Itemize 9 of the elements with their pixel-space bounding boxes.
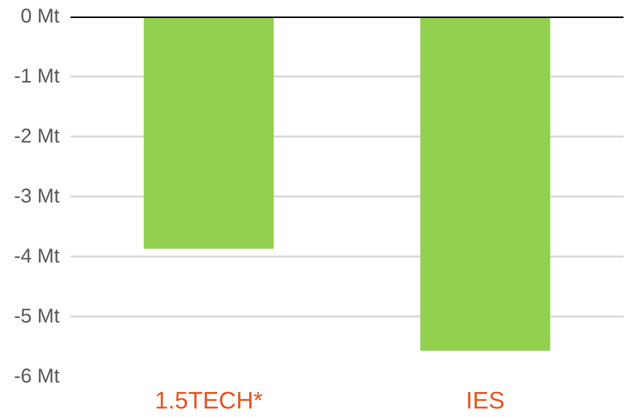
y-tick-label: -5 Mt [14,306,60,328]
x-tick-label: IES [466,388,505,414]
y-tick-label: -6 Mt [14,366,60,388]
y-tick-label: 0 Mt [20,6,60,28]
y-tick-label: -1 Mt [14,66,60,88]
y-tick-label: -4 Mt [14,246,60,268]
y-tick-label: -3 Mt [14,186,60,208]
y-tick-label: -2 Mt [14,126,60,148]
x-tick-label: 1.5TECH* [154,388,263,414]
